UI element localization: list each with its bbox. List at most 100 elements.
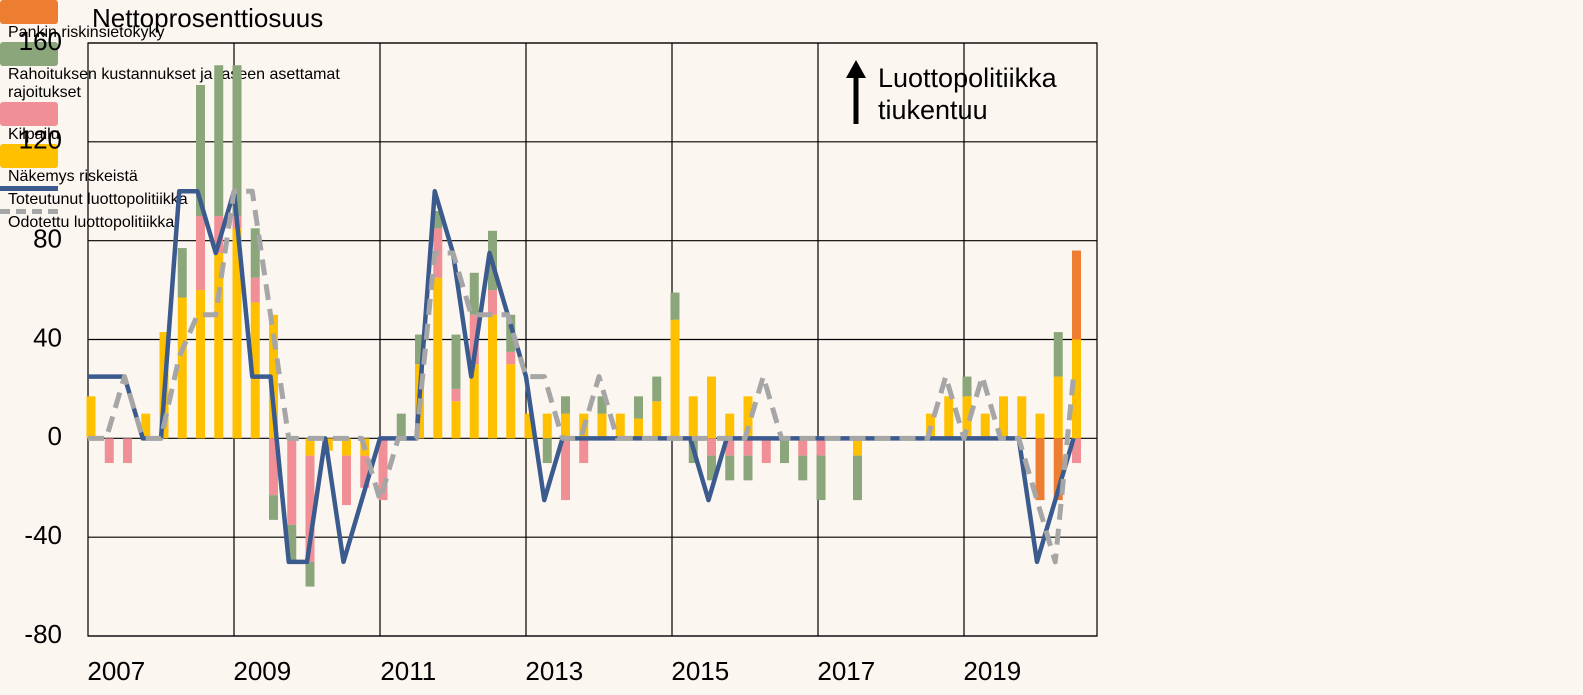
- legend-swatch: [0, 209, 58, 214]
- bar-segment: [305, 455, 315, 562]
- x-tick-label: 2019: [963, 656, 1021, 686]
- bar-segment: [342, 438, 351, 456]
- bar-segment: [196, 215, 205, 291]
- bar-segment: [451, 388, 461, 402]
- bar-segment: [652, 376, 662, 402]
- x-tick-label: 2007: [87, 656, 145, 686]
- bar-segment: [196, 85, 205, 216]
- legend-label: Rahoituksen kustannukset ja taseen asett…: [8, 66, 340, 101]
- legend-swatch: [0, 42, 58, 66]
- bar-segment: [177, 248, 187, 298]
- bar-segment: [488, 290, 497, 315]
- bar-segment: [725, 413, 735, 439]
- bar-segment: [743, 396, 753, 439]
- bar-segment: [232, 65, 242, 216]
- bar-segment: [634, 418, 643, 439]
- bar-segment: [670, 319, 680, 439]
- y-tick-label: -80: [24, 619, 62, 649]
- y-tick-label: 160: [19, 26, 62, 56]
- bar-segment: [615, 413, 625, 439]
- bar-segment: [433, 277, 443, 439]
- bar-segment: [1053, 438, 1063, 501]
- bar-segment: [104, 438, 114, 464]
- bar-segment: [415, 334, 424, 365]
- legend-label: Pankin riskinsietokyky: [8, 24, 165, 41]
- bar-segment: [469, 272, 479, 315]
- bar-segment: [506, 351, 516, 365]
- bar-segment: [1072, 339, 1081, 439]
- bar-segment: [86, 396, 96, 439]
- y-tick-label: 40: [33, 322, 62, 352]
- bar-segment: [853, 455, 862, 501]
- bar-segment: [688, 396, 698, 439]
- bar-segment: [816, 455, 826, 501]
- legend-label: Odotettu luottopolitiikka: [8, 214, 175, 231]
- bar-segment: [378, 438, 388, 501]
- bar-segment: [542, 438, 552, 464]
- bar-segment: [1053, 376, 1063, 439]
- bar-segment: [123, 438, 132, 464]
- plot-border: [87, 42, 1098, 637]
- bar-segment: [1072, 438, 1081, 464]
- bar-segment: [1035, 438, 1045, 501]
- bar-segment: [579, 438, 589, 464]
- bar-segment: [305, 561, 315, 587]
- bar-segment: [980, 413, 990, 439]
- y-tick-label: 0: [48, 421, 62, 451]
- x-tick-label: 2009: [233, 656, 291, 686]
- legend-item: Pankin riskinsietokyky: [0, 0, 1583, 42]
- bar-segment: [269, 438, 278, 496]
- bar-segment: [488, 314, 497, 439]
- bar-segment: [561, 396, 570, 414]
- bar-segment: [780, 438, 789, 464]
- legend-swatch: [0, 144, 58, 168]
- bar-segment: [816, 438, 826, 456]
- annotation-arrowhead: [846, 60, 866, 78]
- bar-segment: [707, 438, 716, 456]
- legend-swatch: [0, 102, 58, 126]
- bar-segment: [287, 438, 297, 525]
- bar-segment: [1053, 332, 1063, 377]
- bar-segment: [707, 376, 716, 439]
- bar-segment: [451, 401, 461, 439]
- bar-segment: [1072, 250, 1081, 340]
- legend-item: Toteutunut luottopolitiikka: [0, 186, 1583, 209]
- bar-segment: [1017, 396, 1027, 439]
- bar-segment: [214, 215, 224, 254]
- bar-segment: [798, 438, 808, 456]
- bar-segment: [962, 376, 972, 397]
- legend-label: Kilpailu: [8, 126, 60, 143]
- y-axis-label: Nettoprosenttiosuus: [92, 3, 323, 33]
- x-tick-label: 2017: [817, 656, 875, 686]
- legend-item: Kilpailu: [0, 102, 1583, 144]
- x-tick-label: 2015: [671, 656, 729, 686]
- bar-segment: [196, 290, 205, 439]
- bar-segment: [743, 438, 753, 456]
- bar-segment: [962, 396, 972, 439]
- bar-segment: [214, 253, 224, 439]
- bar-segment: [250, 228, 260, 278]
- bar-segment: [451, 334, 461, 389]
- y-tick-label: -40: [24, 520, 62, 550]
- bar-segment: [1035, 413, 1045, 439]
- bar-segment: [853, 438, 862, 456]
- bar-segment: [506, 314, 516, 352]
- bar-segment: [743, 455, 753, 481]
- bar-segment: [597, 413, 607, 439]
- bar-segment: [506, 364, 516, 439]
- annotation: Luottopolitiikka tiukentuu: [878, 63, 1057, 125]
- legend-label: Toteutunut luottopolitiikka: [8, 191, 188, 208]
- legend-swatch: [0, 186, 58, 191]
- bar-segment: [269, 314, 278, 439]
- bar-segment: [542, 413, 552, 439]
- bar-segment: [469, 364, 479, 439]
- bar-segment: [707, 455, 716, 481]
- bar-segment: [269, 495, 278, 520]
- bar-segment: [141, 413, 151, 439]
- legend-item: Odotettu luottopolitiikka: [0, 209, 1583, 232]
- bar-segment: [761, 438, 771, 464]
- y-tick-label: 80: [33, 224, 62, 254]
- legend-item: Näkemys riskeistä: [0, 144, 1583, 186]
